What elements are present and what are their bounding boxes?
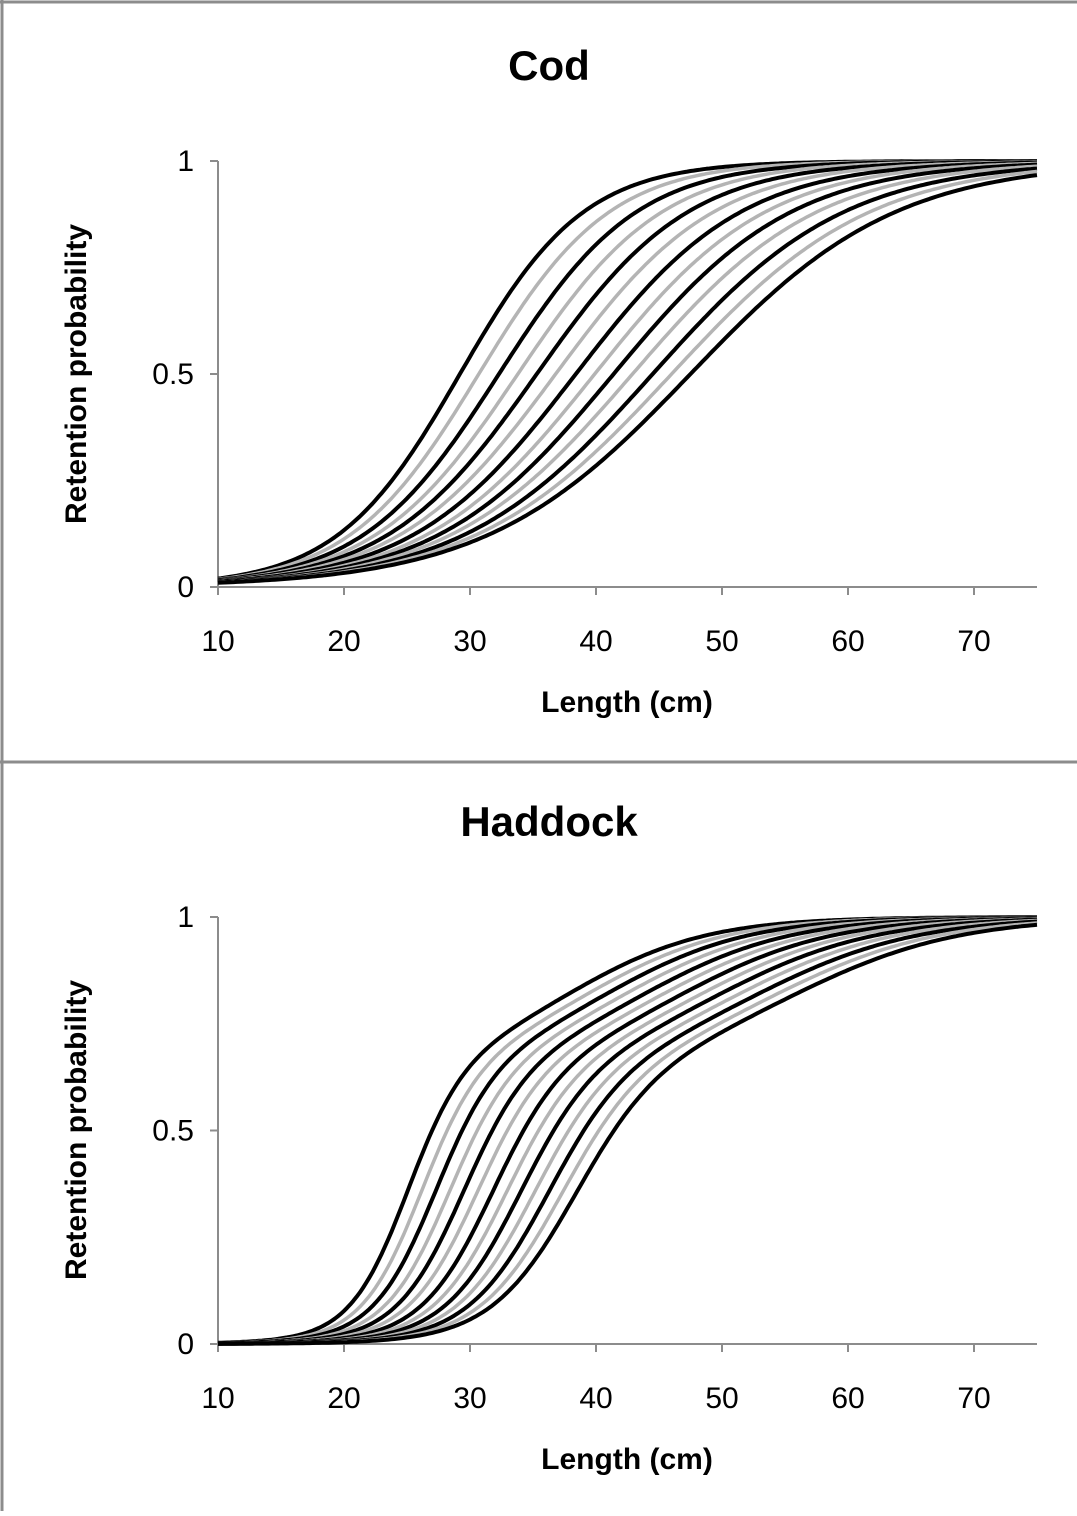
x-tick-label: 40: [579, 625, 612, 658]
series-line-black: [217, 173, 1038, 585]
x-tick-label: 50: [705, 625, 738, 658]
y-tick-label: 1: [177, 901, 194, 934]
curves: [217, 915, 1038, 1346]
series-line-grey: [217, 160, 1037, 583]
x-axis-title: Length (cm): [541, 686, 713, 719]
x-tick-label: 10: [201, 1382, 234, 1415]
series-line-grey: [217, 169, 1038, 585]
series-line-black: [217, 159, 1037, 582]
series-line-black: [218, 915, 1037, 1346]
series-line-black: [217, 162, 1038, 585]
series-line-grey: [218, 921, 1038, 1346]
series-line-black: [218, 922, 1038, 1346]
series-line-grey: [217, 164, 1038, 585]
axes: 0 0.5 1 10 20 30 40 50 60 70: [152, 145, 1037, 658]
x-tick-label: 40: [579, 1382, 612, 1415]
panel-title: Cod: [508, 42, 590, 89]
x-tick-label: 20: [327, 625, 360, 658]
series-line-black: [217, 159, 1037, 581]
series-line-grey: [217, 159, 1037, 583]
y-tick-label: 0: [177, 1328, 194, 1361]
y-tick-label: 0: [177, 571, 194, 604]
x-tick-label: 60: [831, 625, 864, 658]
series-line-black: [217, 160, 1038, 584]
series-line-black: [217, 159, 1037, 583]
series-line-grey: [217, 159, 1037, 582]
x-tick-label: 10: [201, 625, 234, 658]
x-axis-title: Length (cm): [541, 1443, 713, 1476]
x-tick-label: 30: [453, 625, 486, 658]
y-tick-label: 0.5: [152, 1115, 194, 1148]
x-tick-label: 20: [327, 1382, 360, 1415]
x-tick-label: 30: [453, 1382, 486, 1415]
series-line-grey: [217, 161, 1038, 584]
curves: [217, 159, 1038, 585]
panel-title: Haddock: [460, 798, 638, 845]
haddock-panel: Haddock Retention probability Length (cm…: [60, 798, 1038, 1476]
x-tick-label: 60: [831, 1382, 864, 1415]
y-tick-label: 0.5: [152, 358, 194, 391]
series-line-black: [217, 166, 1038, 585]
y-axis-title: Retention probability: [60, 980, 93, 1280]
x-tick-label: 70: [957, 1382, 990, 1415]
series-line-black: [218, 919, 1038, 1346]
y-tick-label: 1: [177, 145, 194, 178]
x-tick-label: 70: [957, 625, 990, 658]
cod-panel: Cod Retention probability Length (cm) 00…: [60, 42, 1038, 719]
y-axis-title: Retention probability: [60, 224, 93, 524]
x-tick-label: 50: [705, 1382, 738, 1415]
axes: 0 0.5 1 10 20 30 40 50 60 70: [152, 901, 1037, 1415]
